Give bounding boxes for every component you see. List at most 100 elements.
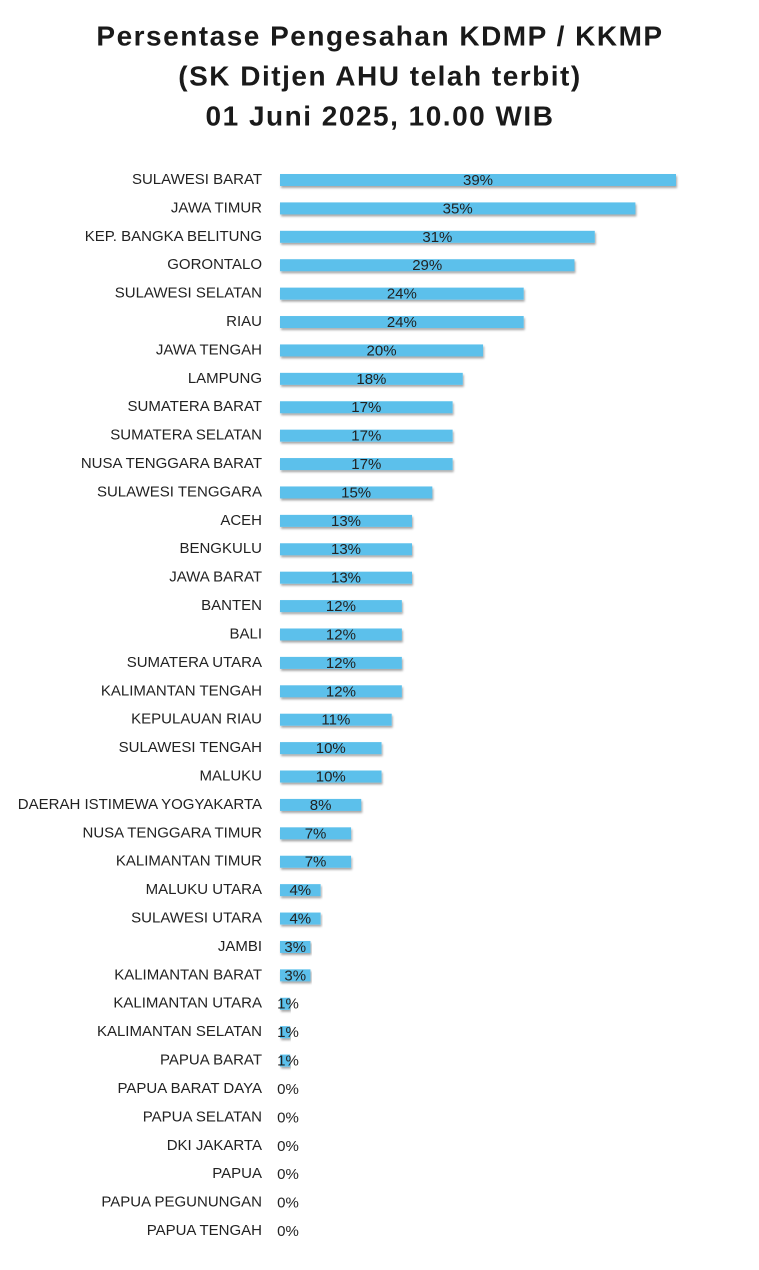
value-label: 29% <box>412 257 442 274</box>
category-label: BALI <box>229 625 262 642</box>
category-label: MALUKU <box>199 767 262 784</box>
value-label: 20% <box>367 342 397 359</box>
category-label: JAWA BARAT <box>169 569 262 586</box>
value-label: 31% <box>422 229 452 246</box>
value-label: 0% <box>277 1081 299 1098</box>
value-label: 10% <box>316 740 346 757</box>
bar <box>280 912 321 925</box>
bar <box>280 855 352 868</box>
bar <box>280 798 362 811</box>
bar <box>280 997 291 1010</box>
category-label: LAMPUNG <box>188 370 262 387</box>
value-label: 0% <box>277 1223 299 1240</box>
category-label: KALIMANTAN UTARA <box>113 995 262 1012</box>
category-label: SULAWESI TENGGARA <box>97 483 262 500</box>
category-label: KEPULAUAN RIAU <box>131 711 262 728</box>
category-label: KEP. BANGKA BELITUNG <box>85 228 262 245</box>
bar <box>280 713 392 726</box>
bar <box>280 514 412 527</box>
value-label: 11% <box>321 712 350 729</box>
category-label: PAPUA PEGUNUNGAN <box>101 1194 262 1211</box>
bar <box>280 571 412 584</box>
bar <box>280 628 402 641</box>
bar <box>280 742 382 755</box>
value-label: 13% <box>331 570 361 587</box>
category-label: SULAWESI SELATAN <box>115 285 262 302</box>
bar <box>280 543 412 556</box>
bar <box>280 429 453 442</box>
category-label: KALIMANTAN SELATAN <box>97 1023 262 1040</box>
bar <box>280 401 453 414</box>
bar <box>280 969 311 982</box>
value-label: 0% <box>277 1138 299 1155</box>
bar <box>280 344 484 357</box>
value-label: 12% <box>326 655 356 672</box>
category-label: JAMBI <box>218 938 262 955</box>
value-label: 13% <box>331 541 361 558</box>
value-label: 12% <box>326 626 356 643</box>
value-label: 13% <box>331 513 361 530</box>
value-label: 8% <box>310 797 332 814</box>
bar <box>280 600 402 613</box>
category-label: PAPUA SELATAN <box>143 1108 262 1125</box>
bar <box>280 316 524 329</box>
category-label: PAPUA <box>212 1165 262 1182</box>
bar <box>280 1054 291 1067</box>
category-label: MALUKU UTARA <box>146 881 262 898</box>
bar <box>280 656 402 669</box>
value-label: 1% <box>277 1024 299 1041</box>
bar <box>280 202 636 215</box>
bar <box>280 458 453 471</box>
bar <box>280 884 321 897</box>
category-label: KALIMANTAN TIMUR <box>116 853 262 870</box>
value-label: 7% <box>305 825 327 842</box>
category-label: ACEH <box>220 512 262 529</box>
bar <box>280 230 595 243</box>
chart-date: 01 Juni 2025, 10.00 WIB <box>206 100 555 131</box>
value-label: 0% <box>277 1109 299 1126</box>
bar <box>280 685 402 698</box>
category-label: KALIMANTAN BARAT <box>114 966 262 983</box>
value-label: 4% <box>289 911 311 928</box>
value-label: 17% <box>351 456 381 473</box>
bar <box>280 372 463 385</box>
category-label: JAWA TIMUR <box>171 199 262 216</box>
value-label: 17% <box>351 399 381 416</box>
category-label: SUMATERA UTARA <box>127 654 262 671</box>
value-label: 10% <box>316 768 346 785</box>
chart-title: Persentase Pengesahan KDMP / KKMP <box>96 20 663 51</box>
bar <box>280 827 352 840</box>
bar <box>280 940 311 953</box>
category-label: RIAU <box>226 313 262 330</box>
value-label: 17% <box>351 428 381 445</box>
value-label: 18% <box>356 371 386 388</box>
chart-subtitle: (SK Ditjen AHU telah terbit) <box>178 60 581 91</box>
category-label: SULAWESI BARAT <box>132 171 262 188</box>
category-label: KALIMANTAN TENGAH <box>101 682 262 699</box>
value-label: 39% <box>463 172 493 189</box>
category-label: DAERAH ISTIMEWA YOGYAKARTA <box>18 796 262 813</box>
value-label: 12% <box>326 598 356 615</box>
value-label: 0% <box>277 1195 299 1212</box>
value-label: 1% <box>277 996 299 1013</box>
category-label: SUMATERA BARAT <box>128 398 262 415</box>
value-label: 35% <box>443 200 473 217</box>
value-label: 24% <box>387 314 417 331</box>
category-label: SULAWESI TENGAH <box>119 739 262 756</box>
value-label: 12% <box>326 683 356 700</box>
value-label: 1% <box>277 1053 299 1070</box>
category-label: PAPUA TENGAH <box>147 1222 262 1239</box>
category-label: SULAWESI UTARA <box>131 910 262 927</box>
category-label: JAWA TENGAH <box>156 341 262 358</box>
bar <box>280 1026 291 1039</box>
bar <box>280 287 524 300</box>
category-label: PAPUA BARAT DAYA <box>118 1080 263 1097</box>
value-label: 7% <box>305 854 327 871</box>
category-label: SUMATERA SELATAN <box>110 427 262 444</box>
category-label: BANTEN <box>201 597 262 614</box>
category-label: PAPUA BARAT <box>160 1052 262 1069</box>
category-label: DKI JAKARTA <box>167 1137 262 1154</box>
value-label: 3% <box>284 939 306 956</box>
bar <box>280 486 433 499</box>
